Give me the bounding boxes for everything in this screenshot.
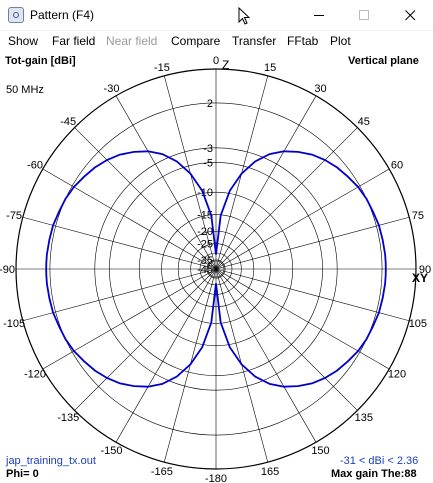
spoke-line [215,216,410,270]
angle-tick-label: -60 [27,160,43,172]
maximize-button[interactable] [342,0,387,31]
menu-plot[interactable]: Plot [330,34,351,48]
spoke-line [42,268,217,370]
angle-tick-label: -165 [151,466,173,478]
mouse-cursor-icon [238,6,251,30]
angle-tick-label: 105 [409,318,427,330]
window-title: Pattern (F4) [30,8,95,22]
pattern-plot[interactable]: 0 15 30 45 60 75 90 105 120 135 150 165 -180 -165 -150… [0,51,433,483]
radial-tick-label: -15 [197,210,213,222]
radial-tick-label: -35 [197,255,213,267]
phi-label: Phi= 0 [6,468,39,480]
menu-bar: Show Far field Near field Compare Transf… [0,31,433,51]
angle-tick-label: -150 [100,445,122,457]
title-bar: Pattern (F4) [0,0,433,31]
radial-tick-label: -3 [203,143,213,155]
angle-tick-label: 0 [213,55,219,67]
radial-tick-label: -20 [197,226,213,238]
spoke-line [74,127,217,270]
gain-label: Tot-gain [dBi] [5,55,76,67]
angle-tick-label: 90 [419,264,431,276]
spoke-line [215,95,317,270]
angle-tick-label: 45 [358,116,370,128]
angle-tick-label: 15 [264,62,276,74]
menu-fftab[interactable]: FFtab [287,34,319,48]
angle-tick-label: -75 [6,210,22,222]
axis-xy-label: XY [412,271,429,285]
angle-tick-label: -15 [154,62,170,74]
angle-tick-label: 150 [311,445,329,457]
angle-tick-label: 165 [261,466,279,478]
pattern-trace [45,150,387,388]
menu-near-field[interactable]: Near field [106,34,158,48]
spoke-line [22,216,217,270]
radial-tick-label: -25 [197,239,213,251]
axis-z-label: Z [222,58,230,72]
minimize-button[interactable] [297,0,342,31]
radial-tick-label: 2 [207,98,213,110]
angle-tick-label: 135 [355,412,373,424]
gain-range-label: -31 < dBi < 2.36 [340,455,419,467]
angle-tick-label: -120 [24,369,46,381]
spoke-line [115,95,217,270]
spoke-line [215,127,358,270]
angle-tick-label: -90 [0,264,15,276]
close-button[interactable] [388,0,433,31]
antenna-pattern-icon[interactable] [8,7,24,23]
spoke-line [215,268,358,411]
angle-tick-label: 60 [391,160,403,172]
angle-tick-label: -180 [205,473,227,483]
menu-show[interactable]: Show [8,34,39,48]
radial-tick-label: -5 [203,157,213,169]
max-gain-label: Max gain The:88 [331,468,417,480]
angle-tick-label: 120 [388,369,406,381]
angle-tick-label: -105 [3,318,25,330]
menu-far-field[interactable]: Far field [52,34,96,48]
spoke-line [215,268,410,322]
frequency-label: 50 MHz [6,84,44,96]
polar-chart: 0 15 30 45 60 75 90 105 120 135 150 165 -180 -165 -150… [0,55,431,483]
spoke-line [22,268,217,322]
menu-transfer[interactable]: Transfer [232,34,277,48]
spoke-line [215,268,390,370]
spoke-line [215,168,390,270]
spoke-line [215,268,317,443]
angle-tick-label: -30 [104,83,120,95]
radial-tick-label: -45 [197,264,213,276]
angle-tick-label: 75 [412,210,424,222]
spoke-line [42,168,217,270]
angle-tick-label: 30 [314,83,326,95]
menu-compare[interactable]: Compare [171,34,221,48]
plane-label: Vertical plane [348,55,419,67]
spoke-line [74,268,217,411]
file-label: jap_training_tx.out [6,455,96,467]
spoke-line [115,268,217,443]
angle-tick-label: -45 [60,116,76,128]
angle-tick-label: -135 [57,412,79,424]
